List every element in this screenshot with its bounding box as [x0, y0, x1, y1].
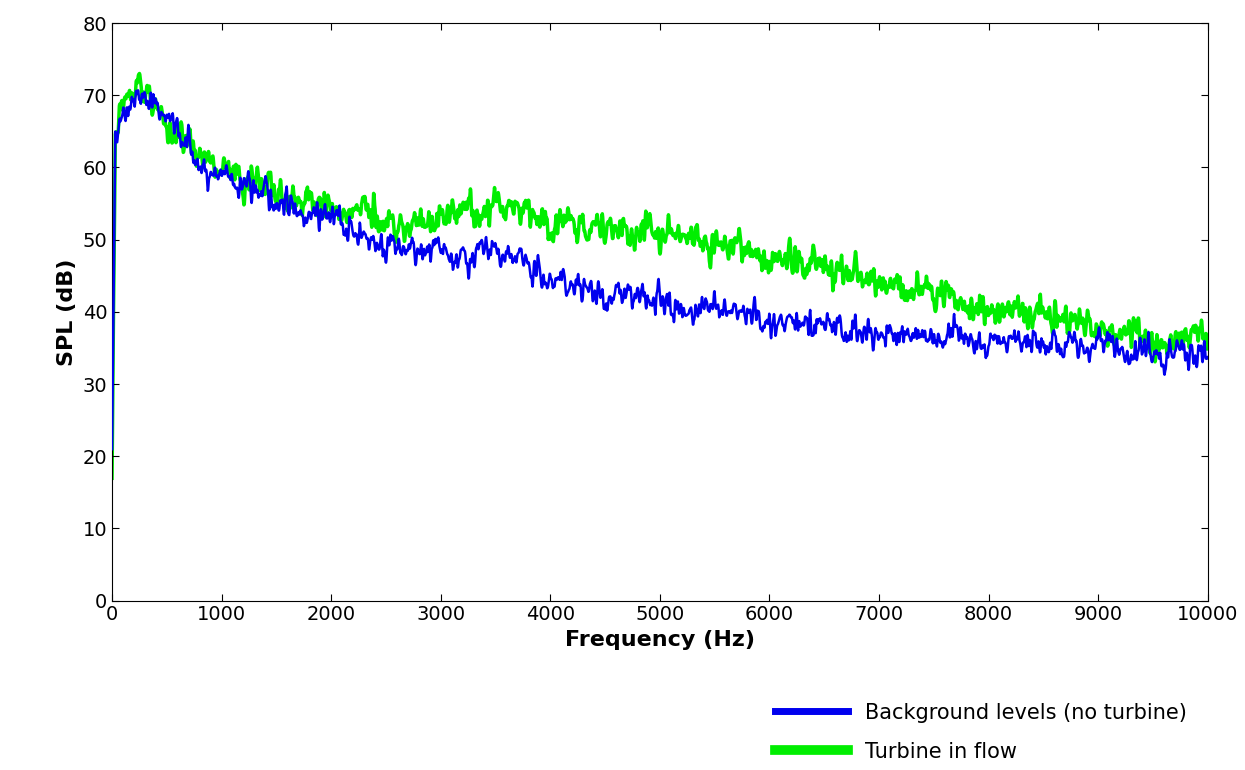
Y-axis label: SPL (dB): SPL (dB) [57, 258, 77, 366]
X-axis label: Frequency (Hz): Frequency (Hz) [565, 630, 754, 650]
Legend: Background levels (no turbine), Turbine in flow: Background levels (no turbine), Turbine … [764, 692, 1198, 770]
